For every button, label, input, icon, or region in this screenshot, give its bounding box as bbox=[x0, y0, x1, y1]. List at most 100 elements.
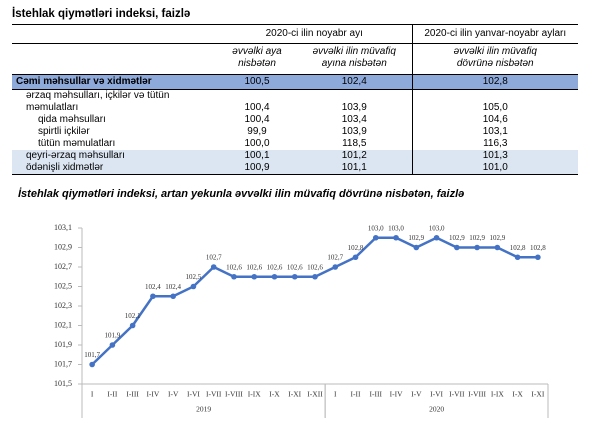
data-point bbox=[271, 273, 278, 280]
y-tick-label: 102,5 bbox=[54, 281, 72, 290]
header-cell: əvvəlki aya nisbətən bbox=[217, 43, 297, 75]
cell-value: 102,8 bbox=[411, 74, 578, 90]
data-point bbox=[514, 254, 521, 261]
table-title: İstehlak qiymətləri indeksi, faizlə bbox=[12, 8, 191, 20]
cell-value: 101,0 bbox=[411, 162, 578, 175]
data-label: 102,4 bbox=[145, 283, 161, 291]
chart-title: İstehlak qiymətləri indeksi, artan yekun… bbox=[18, 187, 464, 200]
table-row: ödənişli xidmətlər 100,9 101,1 101,0 bbox=[12, 162, 578, 175]
table-row: qida məhsulları 100,4 103,4 104,6 bbox=[12, 114, 578, 126]
header-row: 2020-ci ilin noyabr ayı 2020-ci ilin yanv… bbox=[12, 24, 578, 44]
data-label: 102,5 bbox=[186, 273, 202, 281]
y-tick-label: 101,9 bbox=[54, 340, 72, 349]
x-tick-label: I-IV bbox=[146, 390, 159, 399]
x-tick-label: I-XI bbox=[288, 390, 301, 399]
data-point bbox=[291, 273, 298, 280]
table-row: tütün məmulatları 100,0 118,5 116,3 bbox=[12, 138, 578, 150]
cell-value: 105,0 bbox=[411, 89, 578, 114]
data-point bbox=[433, 234, 440, 241]
data-label: 102,7 bbox=[327, 254, 343, 262]
y-tick-label: 102,1 bbox=[54, 320, 72, 329]
header-group: 2020-ci ilin yanvar-noyabr ayları bbox=[411, 24, 578, 44]
x-tick-label: I-VI bbox=[430, 390, 443, 399]
cell-value: 100,5 bbox=[217, 74, 297, 90]
cell-value: 103,4 bbox=[341, 114, 367, 125]
data-label: 102,6 bbox=[246, 263, 262, 271]
data-point bbox=[251, 273, 258, 280]
cell-value: 99,9 bbox=[247, 126, 267, 137]
x-tick-label: I-VIII bbox=[225, 390, 243, 399]
data-label: 103,0 bbox=[429, 224, 445, 232]
cell-value: 100,1 bbox=[217, 150, 297, 162]
cell-value: 102,4 bbox=[297, 74, 412, 90]
data-point bbox=[494, 244, 501, 251]
x-tick-label: I-II bbox=[107, 390, 117, 399]
row-label: qeyri-ərzaq məhsulları bbox=[12, 150, 217, 162]
x-tick-label: I-II bbox=[351, 390, 361, 399]
data-label: 102,6 bbox=[287, 263, 303, 271]
data-label: 102,9 bbox=[408, 234, 424, 242]
table-row: spirtli içkilər 99,9 103,9 103,1 bbox=[12, 126, 578, 138]
cell-value: 104,6 bbox=[411, 114, 578, 126]
y-tick-label: 102,7 bbox=[54, 262, 72, 271]
data-label: 101,7 bbox=[84, 351, 100, 359]
row-label: ödənişli xidmətlər bbox=[12, 162, 217, 175]
data-point bbox=[454, 244, 460, 251]
row-label: ərzaq məhsulları, içkilər və tütün məmul… bbox=[26, 90, 170, 113]
data-label: 102,6 bbox=[307, 263, 323, 271]
data-point bbox=[210, 264, 217, 270]
data-point bbox=[372, 234, 379, 241]
cell-value: 116,3 bbox=[411, 138, 578, 150]
data-label: 102,9 bbox=[469, 234, 485, 242]
data-line bbox=[91, 236, 538, 366]
row-label: spirtli içkilər bbox=[38, 126, 90, 137]
data-point bbox=[352, 254, 359, 261]
data-point bbox=[312, 273, 318, 280]
row-label: tütün məmulatları bbox=[38, 138, 116, 149]
data-label: 102,4 bbox=[165, 283, 181, 291]
data-label: 102,9 bbox=[449, 234, 465, 242]
data-point bbox=[474, 244, 480, 251]
data-point bbox=[393, 234, 399, 241]
data-label: 102,7 bbox=[206, 254, 222, 262]
x-tick-label: I-VII bbox=[449, 390, 465, 399]
data-point bbox=[89, 361, 95, 368]
group-label: 2019 bbox=[196, 405, 211, 414]
data-point bbox=[109, 342, 116, 348]
table-row: ərzaq məhsulları, içkilər və tütün məmul… bbox=[12, 89, 578, 114]
chart: İstehlak qiymətləri indeksi, artan yekun… bbox=[18, 187, 549, 418]
cell-value: 103,9 bbox=[341, 126, 367, 137]
x-tick-label: I-III bbox=[370, 390, 383, 399]
cell-value: 118,5 bbox=[342, 138, 367, 149]
data-point bbox=[170, 293, 176, 300]
cell-value: 101,3 bbox=[411, 150, 578, 162]
y-tick-label: 102,3 bbox=[54, 301, 72, 310]
data-point bbox=[332, 264, 339, 270]
table-row: Cəmi məhsullar və xidmətlər 100,5 102,4 102… bbox=[12, 74, 578, 90]
cell-value: 100,4 bbox=[244, 114, 270, 125]
x-tick-label: I-IX bbox=[491, 390, 504, 399]
x-tick-label: I-III bbox=[126, 390, 139, 399]
x-tick-label: I-XII bbox=[307, 390, 323, 399]
table-section: İstehlak qiymətləri indeksi, faizlə 2020… bbox=[12, 8, 578, 175]
cell-value: 100,4 bbox=[244, 102, 270, 113]
y-tick-label: 103,1 bbox=[54, 223, 72, 232]
cell-value: 100,9 bbox=[217, 162, 297, 175]
data-label: 102,8 bbox=[348, 244, 364, 252]
cell-value: 103,1 bbox=[411, 126, 578, 138]
x-tick-label: I-IX bbox=[248, 390, 261, 399]
y-tick-label: 101,5 bbox=[54, 379, 72, 388]
data-point bbox=[129, 322, 136, 329]
header-cell: əvvəlki ilin müvafiq dövrünə nisbətən bbox=[411, 43, 578, 75]
data-point bbox=[231, 273, 237, 280]
data-point bbox=[150, 293, 156, 300]
x-tick-label: I-VII bbox=[206, 390, 222, 399]
data-point bbox=[413, 244, 420, 251]
data-point bbox=[190, 283, 197, 290]
data-label: 102,6 bbox=[267, 263, 283, 271]
x-tick-label: I-VIII bbox=[468, 390, 486, 399]
x-tick-label: I bbox=[334, 390, 337, 399]
cell-value: 103,9 bbox=[341, 102, 367, 113]
x-tick-label: I-XI bbox=[531, 390, 544, 399]
